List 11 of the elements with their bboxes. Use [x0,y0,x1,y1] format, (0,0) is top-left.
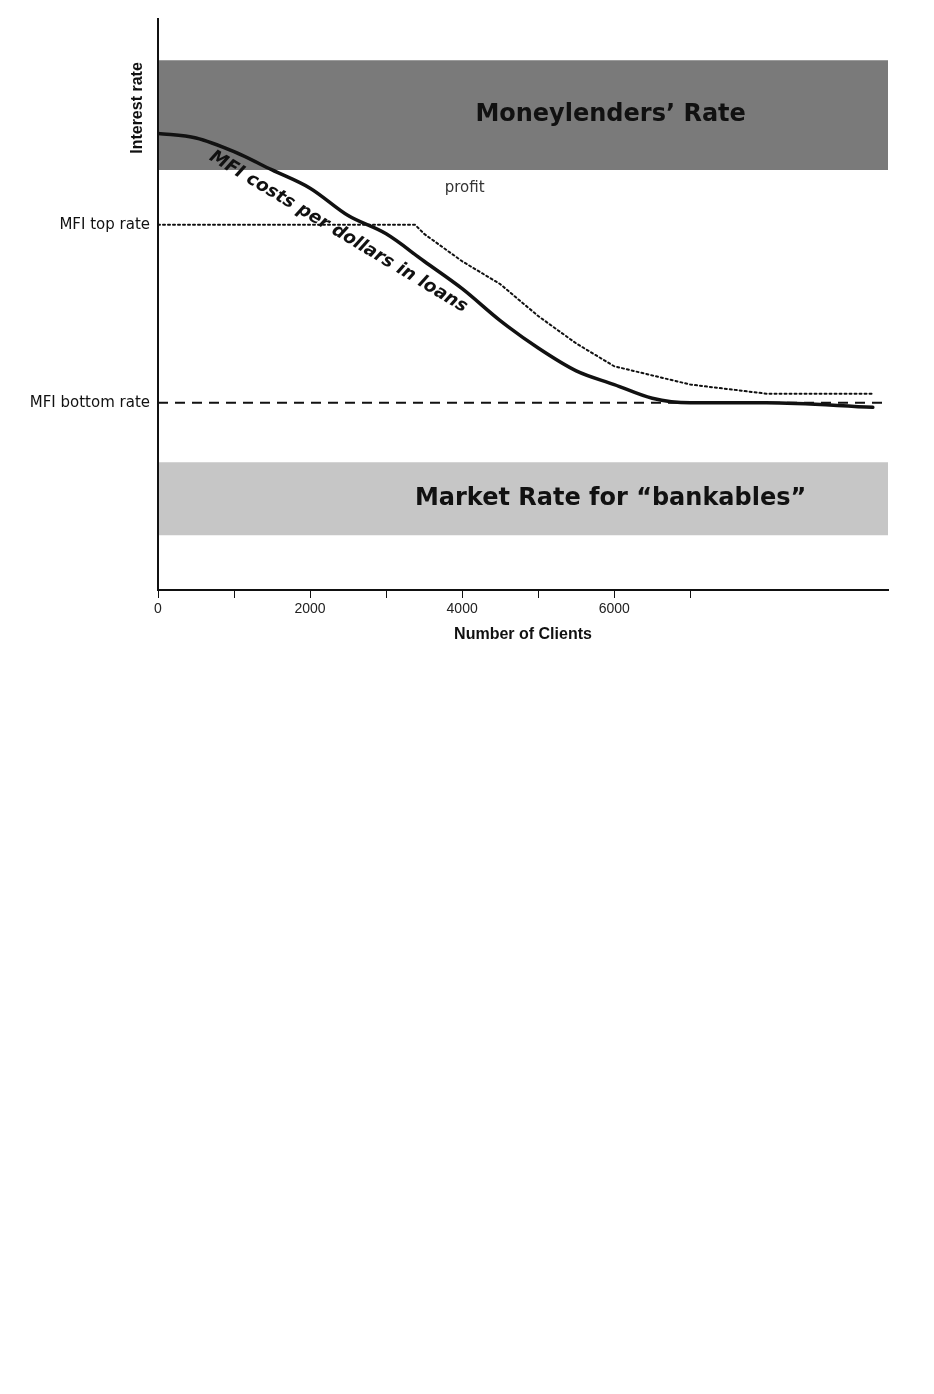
x-tick-label: 0 [154,600,163,617]
y-axis-title: Interest rate [128,62,146,154]
x-tick-label: 2000 [294,600,326,617]
ref-line-label: MFI bottom rate [29,392,150,411]
x-axis-title: Number of Clients [454,624,592,642]
annotation: profit [444,177,485,196]
band-label: Moneylenders’ Rate [475,99,746,128]
band-label: Market Rate for “bankables” [414,482,807,511]
text: MFI top rate [59,214,150,233]
x-tick-label: 6000 [598,600,631,617]
x-tick-label: 4000 [446,600,478,617]
